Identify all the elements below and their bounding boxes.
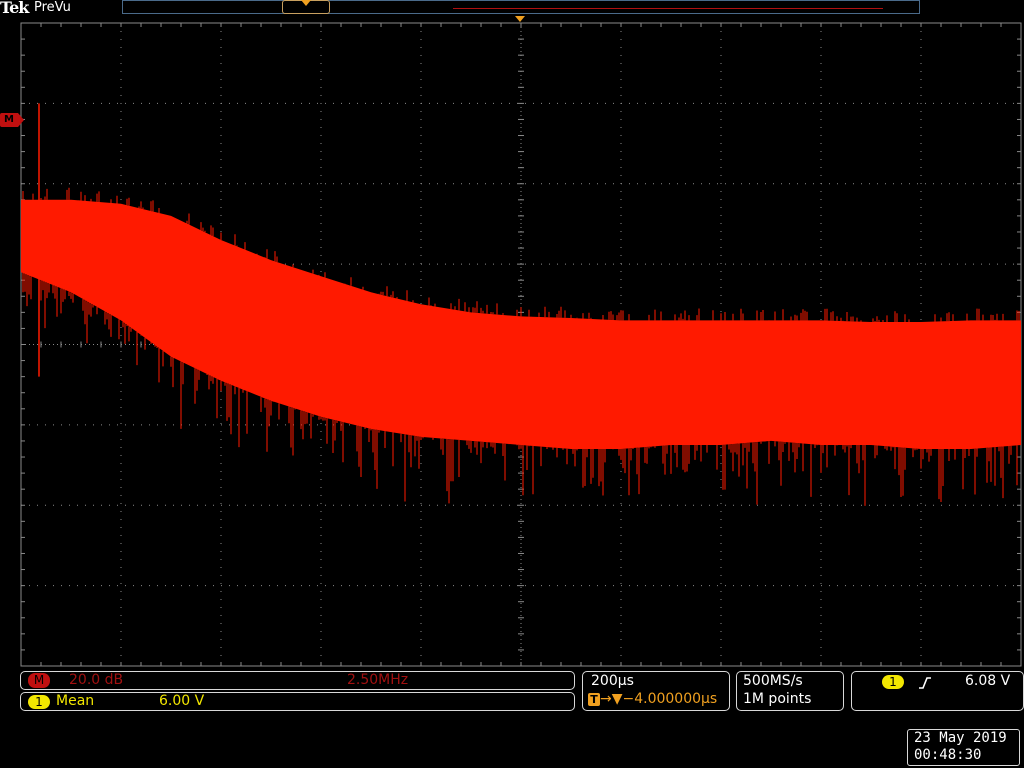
time-display: 00:48:30 <box>914 747 982 763</box>
brand-logo: Tek <box>0 0 29 17</box>
acquisition-panel[interactable]: 500MS/s 1M points <box>736 671 844 711</box>
spectrum-envelope <box>21 199 1021 449</box>
horizontal-position: →▼−4.000000µs <box>600 691 718 707</box>
record-waveform-overview <box>453 8 883 9</box>
trigger-icon: T <box>588 693 600 706</box>
trigger-panel[interactable]: 1 6.08 V <box>851 671 1024 711</box>
record-view-bar[interactable] <box>122 0 920 14</box>
math-badge: M <box>28 673 50 688</box>
sample-rate: 500MS/s <box>743 673 803 689</box>
trigger-level: 6.08 V <box>965 673 1011 689</box>
measurement-label: Mean <box>56 693 95 709</box>
measurement-value: 6.00 V <box>159 693 205 709</box>
math-scale: 20.0 dB <box>69 672 124 688</box>
top-status-bar: Tek PreVu <box>0 0 1024 22</box>
rising-edge-icon <box>919 677 931 689</box>
record-trigger-marker-icon <box>301 0 311 6</box>
measurement-source-badge: 1 <box>28 695 50 709</box>
math-ground-marker[interactable]: M <box>0 113 24 127</box>
noise-spikes <box>22 187 1020 506</box>
date-display: 23 May 2019 <box>914 730 1007 746</box>
trigger-source-badge: 1 <box>882 675 904 689</box>
datetime-panel: 23 May 2019 00:48:30 <box>907 729 1020 766</box>
trigger-position-marker-icon[interactable] <box>515 16 525 22</box>
record-length: 1M points <box>743 691 812 707</box>
measurement-panel[interactable]: 1 Mean 6.00 V <box>20 692 575 711</box>
time-per-division: 200µs <box>591 673 634 689</box>
horizontal-settings-panel[interactable]: 200µs T →▼−4.000000µs <box>582 671 730 711</box>
acquisition-mode-label: PreVu <box>34 0 71 15</box>
math-center-frequency: 2.50MHz <box>347 672 409 688</box>
math-settings-panel[interactable]: M 20.0 dB 2.50MHz <box>20 671 575 690</box>
